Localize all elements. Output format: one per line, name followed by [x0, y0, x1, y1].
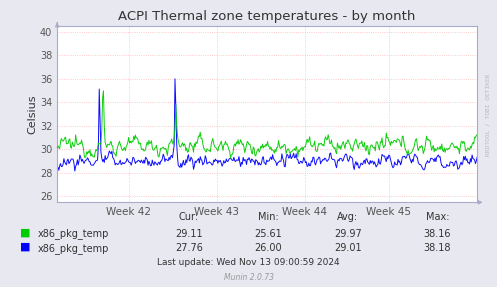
Text: Avg:: Avg:: [337, 212, 358, 222]
Text: 29.01: 29.01: [334, 243, 362, 253]
Y-axis label: Celsius: Celsius: [27, 94, 37, 134]
Text: Munin 2.0.73: Munin 2.0.73: [224, 273, 273, 282]
Text: Min:: Min:: [258, 212, 279, 222]
Text: 38.18: 38.18: [423, 243, 451, 253]
Text: Max:: Max:: [425, 212, 449, 222]
Text: 38.16: 38.16: [423, 229, 451, 239]
Text: 27.76: 27.76: [175, 243, 203, 253]
Text: 26.00: 26.00: [254, 243, 282, 253]
Text: Cur:: Cur:: [179, 212, 199, 222]
Text: ■: ■: [20, 242, 30, 252]
Text: Last update: Wed Nov 13 09:00:59 2024: Last update: Wed Nov 13 09:00:59 2024: [157, 259, 340, 267]
Text: x86_pkg_temp: x86_pkg_temp: [37, 228, 109, 239]
Text: ■: ■: [20, 228, 30, 237]
Text: RRDTOOL / TOBI OETIKER: RRDTOOL / TOBI OETIKER: [486, 73, 491, 156]
Text: 29.97: 29.97: [334, 229, 362, 239]
Text: 25.61: 25.61: [254, 229, 282, 239]
Text: x86_pkg_temp: x86_pkg_temp: [37, 243, 109, 254]
Text: 29.11: 29.11: [175, 229, 203, 239]
Title: ACPI Thermal zone temperatures - by month: ACPI Thermal zone temperatures - by mont…: [118, 10, 416, 23]
